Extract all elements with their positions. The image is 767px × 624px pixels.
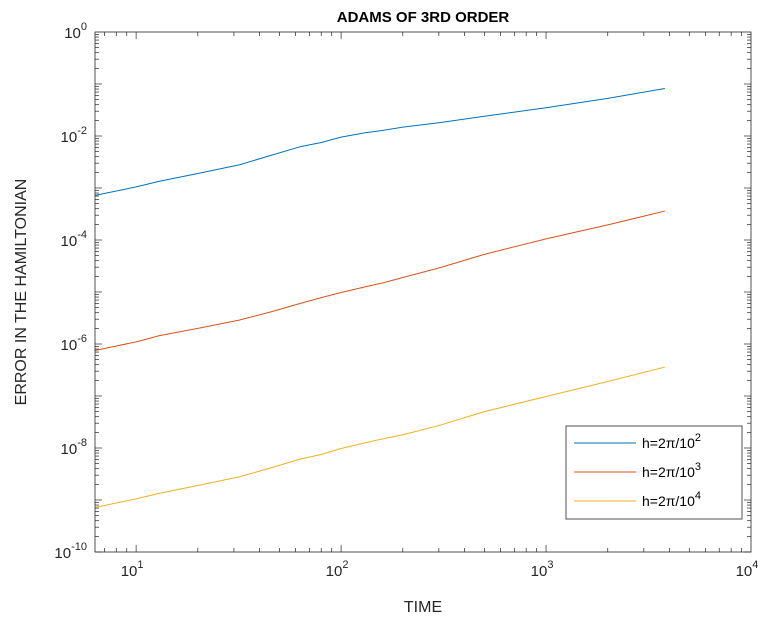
y-axis-ticks: 100 10-2 10-4 10-6 10-8 10-10 xyxy=(54,21,751,562)
y-tick-label: 10-10 xyxy=(54,541,87,562)
x-tick-label: 103 xyxy=(531,559,554,580)
x-tick-label: 101 xyxy=(121,559,144,580)
chart-title: ADAMS OF 3RD ORDER xyxy=(337,9,510,26)
y-tick-label: 10-8 xyxy=(61,437,87,458)
x-axis-label: TIME xyxy=(404,599,442,616)
x-axis-ticks: 101 102 103 104 xyxy=(104,32,758,580)
x-tick-label: 104 xyxy=(736,559,759,580)
legend-label-1: h=2π/102 xyxy=(642,432,701,451)
legend: h=2π/102 h=2π/103 h=2π/104 xyxy=(565,425,743,520)
plot-frame xyxy=(94,31,752,553)
series-lines xyxy=(94,87,665,508)
series-line-2 xyxy=(94,210,665,351)
y-axis-label: ERROR IN THE HAMILTONIAN xyxy=(13,179,30,406)
y-tick-label: 100 xyxy=(64,21,87,42)
series-line-1 xyxy=(94,87,665,196)
legend-label-3: h=2π/104 xyxy=(642,490,701,509)
series-line-3 xyxy=(94,366,665,508)
legend-label-2: h=2π/103 xyxy=(642,461,701,480)
x-tick-label: 102 xyxy=(326,559,349,580)
y-tick-label: 10-2 xyxy=(61,125,87,146)
y-tick-label: 10-6 xyxy=(61,333,87,354)
y-tick-label: 10-4 xyxy=(61,229,87,250)
